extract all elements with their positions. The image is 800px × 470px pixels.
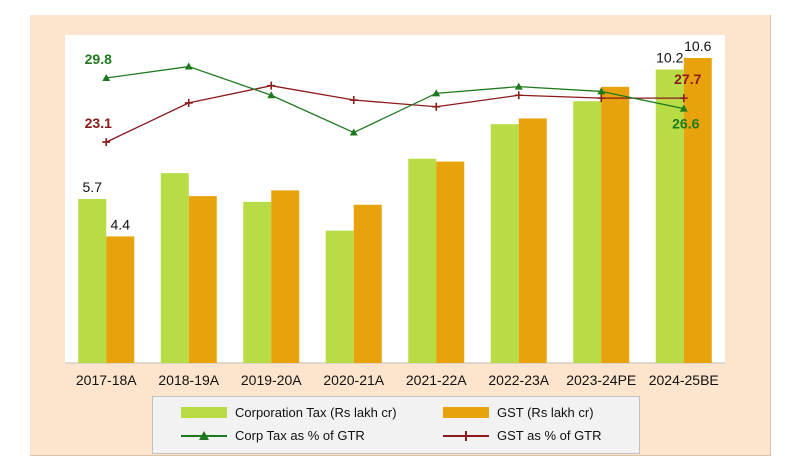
x-tick-label-2024-25BE: 2024-25BE	[649, 372, 719, 388]
legend-label-corp-pct: Corp Tax as % of GTR	[235, 428, 365, 443]
bar-corp-tax-2023-24PE	[573, 101, 602, 363]
bar-corp-tax-2020-21A	[325, 230, 354, 363]
bar-gst-2023-24PE	[601, 86, 630, 363]
bar-gst-2024-25BE	[683, 58, 712, 363]
legend-line-gst-pct	[443, 430, 489, 442]
x-tick-label-2021-22A: 2021-22A	[406, 372, 467, 388]
data-label-gst-pct-first: 23.1	[85, 115, 112, 131]
bar-gst-2019-20A	[271, 190, 300, 363]
data-label-corp-tax-first: 5.7	[83, 179, 103, 195]
corp-pct-point-2021-22A	[432, 89, 441, 97]
corp-pct-line	[106, 65, 684, 134]
data-label-gst-first: 4.4	[111, 216, 131, 232]
x-tick-label-2022-23A: 2022-23A	[488, 372, 549, 388]
bar-corp-tax-2021-22A	[408, 158, 437, 363]
legend-item-corp-pct: Corp Tax as % of GTR	[181, 428, 365, 443]
corp-pct-point-2024-25BE	[679, 104, 688, 112]
gst-pct-point-2018-19A	[184, 98, 193, 107]
gst-pct-line	[105, 85, 684, 143]
bar-gst-2018-19A	[188, 196, 217, 363]
corp-pct-point-2023-24PE	[597, 87, 606, 95]
gst-pct-point-2019-20A	[267, 81, 276, 90]
gst-pct-point-2022-23A	[514, 91, 523, 100]
legend-line-corp-pct	[181, 430, 227, 442]
x-tick-label-2020-21A: 2020-21A	[323, 372, 384, 388]
corp-pct-point-2019-20A	[267, 91, 276, 99]
x-tick-label-2023-24PE: 2023-24PE	[566, 372, 636, 388]
legend-label-corp-tax: Corporation Tax (Rs lakh cr)	[235, 405, 397, 420]
bar-corp-tax-2018-19A	[160, 173, 189, 363]
triangle-marker-icon	[199, 430, 209, 440]
bar-gst-2020-21A	[353, 204, 382, 363]
gst-pct-point-2024-25BE	[679, 94, 688, 103]
corp-pct-point-2018-19A	[184, 62, 193, 70]
bar-corp-tax-2022-23A	[490, 124, 519, 363]
plus-marker-icon	[461, 430, 471, 441]
bar-corp-tax-2019-20A	[243, 201, 272, 363]
data-label-gst-last: 10.6	[684, 38, 711, 54]
data-label-corp-pct-last: 26.6	[672, 116, 699, 132]
gst-pct-point-2017-18A	[102, 138, 111, 147]
corp-pct-point-2017-18A	[102, 74, 111, 82]
legend-item-gst: GST (Rs lakh cr)	[443, 405, 594, 420]
bar-corp-tax-2024-25BE	[655, 69, 684, 364]
data-label-corp-tax-last: 10.2	[656, 50, 683, 66]
legend-label-gst-pct: GST as % of GTR	[497, 428, 602, 443]
x-tick-label-2017-18A: 2017-18A	[76, 372, 137, 388]
legend-label-gst: GST (Rs lakh cr)	[497, 405, 594, 420]
gst-pct-point-2020-21A	[349, 96, 358, 105]
legend-item-gst-pct: GST as % of GTR	[443, 428, 602, 443]
data-label-gst-pct-last: 27.7	[674, 71, 701, 87]
bar-gst-2022-23A	[518, 118, 547, 363]
legend: Corporation Tax (Rs lakh cr) GST (Rs lak…	[152, 396, 640, 454]
gst-pct-point-2023-24PE	[597, 94, 606, 103]
bar-gst-2017-18A	[106, 236, 135, 363]
bar-corp-tax-2017-18A	[78, 199, 107, 363]
x-tick-label-2018-19A: 2018-19A	[158, 372, 219, 388]
gst-pct-point-2021-22A	[432, 102, 441, 111]
legend-item-corp-tax: Corporation Tax (Rs lakh cr)	[181, 405, 397, 420]
corp-pct-point-2020-21A	[349, 128, 358, 136]
x-tick-label-2019-20A: 2019-20A	[241, 372, 302, 388]
corp-pct-point-2022-23A	[514, 82, 523, 90]
legend-swatch-gst	[443, 407, 489, 418]
bar-gst-2021-22A	[436, 161, 465, 363]
legend-swatch-corp-tax	[181, 407, 227, 418]
data-label-corp-pct-first: 29.8	[85, 51, 112, 67]
